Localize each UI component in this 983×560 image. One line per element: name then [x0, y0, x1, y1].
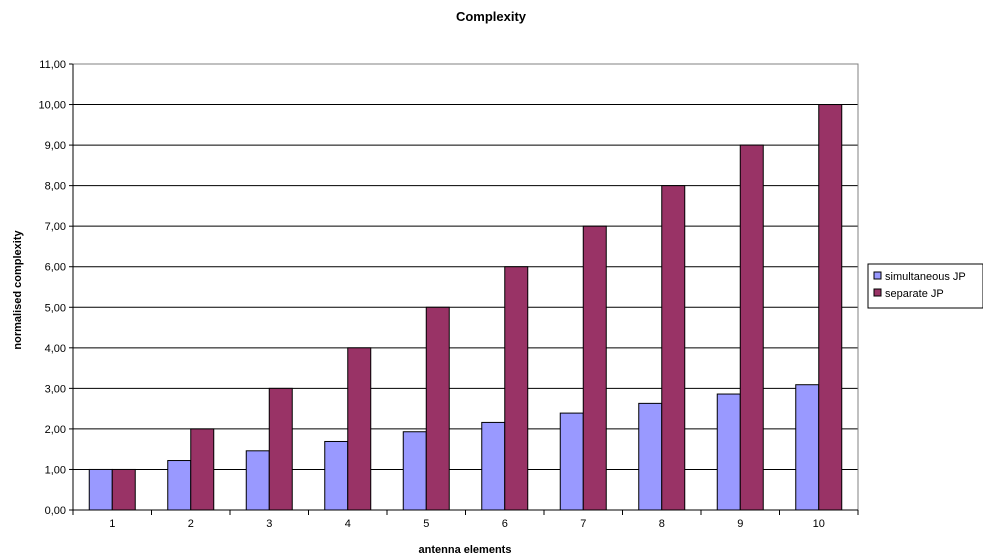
y-axis-title: normalised complexity	[12, 230, 24, 350]
x-axis-title: antenna elements	[419, 544, 512, 556]
bar-series-2	[425, 306, 450, 511]
bar-series-1	[716, 393, 741, 511]
y-tick-label: 6,00	[45, 262, 66, 274]
y-tick-label: 8,00	[45, 181, 66, 193]
x-tick-label: 10	[813, 518, 825, 530]
y-tick-labels: 0,00 1,00 2,00 3,00 4,00 5,00 6,00 7,00 8,00 9,00…	[38, 59, 66, 517]
y-tick-label: 7,00	[45, 221, 66, 233]
bar-series-2	[661, 185, 686, 511]
chart-title: Complexity	[456, 9, 527, 24]
x-tick-label: 6	[502, 518, 508, 530]
axes	[69, 63, 859, 515]
bar-series-1	[167, 460, 192, 511]
bar-series-2	[190, 428, 215, 511]
y-tick-label: 10,00	[38, 100, 66, 112]
bar-series-2	[111, 468, 136, 511]
bar-series-2	[739, 144, 764, 511]
bar-series-1	[245, 450, 270, 511]
bar-series-1	[324, 440, 349, 511]
bar-series-2	[582, 225, 607, 511]
legend: simultaneous JP separate JP	[867, 263, 983, 309]
x-tick-label: 4	[345, 518, 351, 530]
y-tick-label: 2,00	[45, 424, 66, 436]
x-tick-label: 7	[580, 518, 586, 530]
y-tick-label: 5,00	[45, 302, 66, 314]
x-tick-labels: 1 2 3 4 5 6 7 8 9 10	[109, 518, 825, 530]
bar-series-1	[481, 421, 506, 511]
legend-swatch	[873, 271, 882, 280]
x-tick-label: 8	[659, 518, 665, 530]
y-tick-label: 11,00	[39, 59, 66, 71]
y-tick-label: 3,00	[45, 383, 66, 395]
bar-series-1	[402, 431, 427, 511]
x-tick-label: 2	[188, 518, 194, 530]
bar-series-2	[268, 387, 293, 511]
x-tick-label: 1	[109, 518, 115, 530]
bar-series-1	[88, 468, 113, 511]
bar-series-2	[818, 104, 843, 511]
x-tick-label: 3	[266, 518, 272, 530]
bar-series-1	[559, 412, 584, 511]
y-tick-label: 4,00	[45, 343, 66, 355]
x-tick-label: 5	[423, 518, 429, 530]
y-tick-label: 9,00	[45, 140, 66, 152]
y-tick-label: 0,00	[45, 505, 66, 517]
bar-series-2	[504, 266, 529, 511]
legend-box	[867, 263, 983, 309]
bar-series-1	[638, 402, 663, 511]
legend-label: simultaneous JP	[885, 271, 966, 283]
legend-label: separate JP	[885, 288, 944, 300]
x-tick-label: 9	[737, 518, 743, 530]
legend-swatch	[873, 288, 882, 297]
bar-series-2	[347, 347, 372, 511]
y-tick-label: 1,00	[45, 464, 66, 476]
bar-series-1	[795, 384, 820, 511]
